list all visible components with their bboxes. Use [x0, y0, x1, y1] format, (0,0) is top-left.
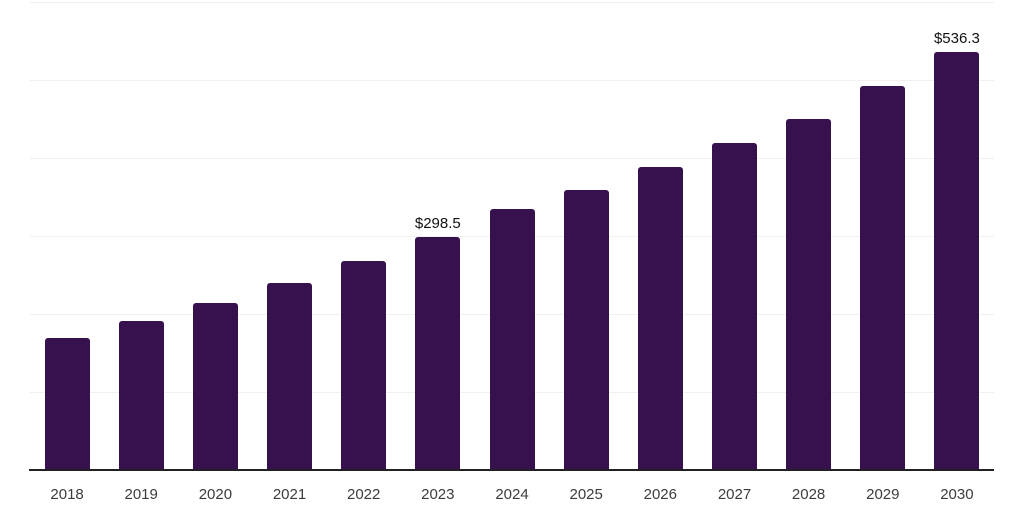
x-tick-label-2024: 2024: [495, 486, 529, 503]
x-tick-label-2019: 2019: [124, 486, 158, 503]
bar-2023: [415, 237, 461, 470]
x-tick-label-2023: 2023: [421, 486, 455, 503]
x-tick-label-2029: 2029: [866, 486, 900, 503]
x-tick-label-2018: 2018: [50, 486, 84, 503]
bar-2020: [192, 302, 238, 470]
gridline-600: [30, 2, 994, 3]
bar-2026: [637, 167, 683, 470]
data-label-2023: $298.5: [414, 215, 461, 233]
bar-2019: [118, 320, 164, 470]
bar-2018: [44, 337, 90, 470]
x-tick-label-2021: 2021: [272, 486, 307, 503]
x-tick-label-2028: 2028: [791, 486, 826, 503]
x-tick-label-2025: 2025: [569, 486, 603, 503]
x-tick-label-2030: 2030: [940, 486, 974, 503]
x-axis-line: [29, 469, 994, 471]
bar-2027: [712, 142, 757, 470]
bar-2021: [267, 282, 312, 470]
data-label-2030: $536.3: [933, 29, 980, 47]
bar-2025: [563, 190, 609, 470]
bar-2022: [341, 261, 387, 471]
bar-2024: [489, 209, 535, 470]
x-tick-label-2026: 2026: [643, 486, 677, 503]
gridline-400: [30, 158, 994, 159]
x-tick-label-2027: 2027: [717, 486, 752, 503]
bar-2030: [934, 51, 980, 470]
x-tick-label-2022: 2022: [347, 486, 381, 503]
bar-2029: [860, 85, 906, 470]
x-tick-label-2020: 2020: [198, 486, 233, 503]
bar-2028: [786, 119, 832, 470]
gridline-500: [30, 80, 994, 81]
